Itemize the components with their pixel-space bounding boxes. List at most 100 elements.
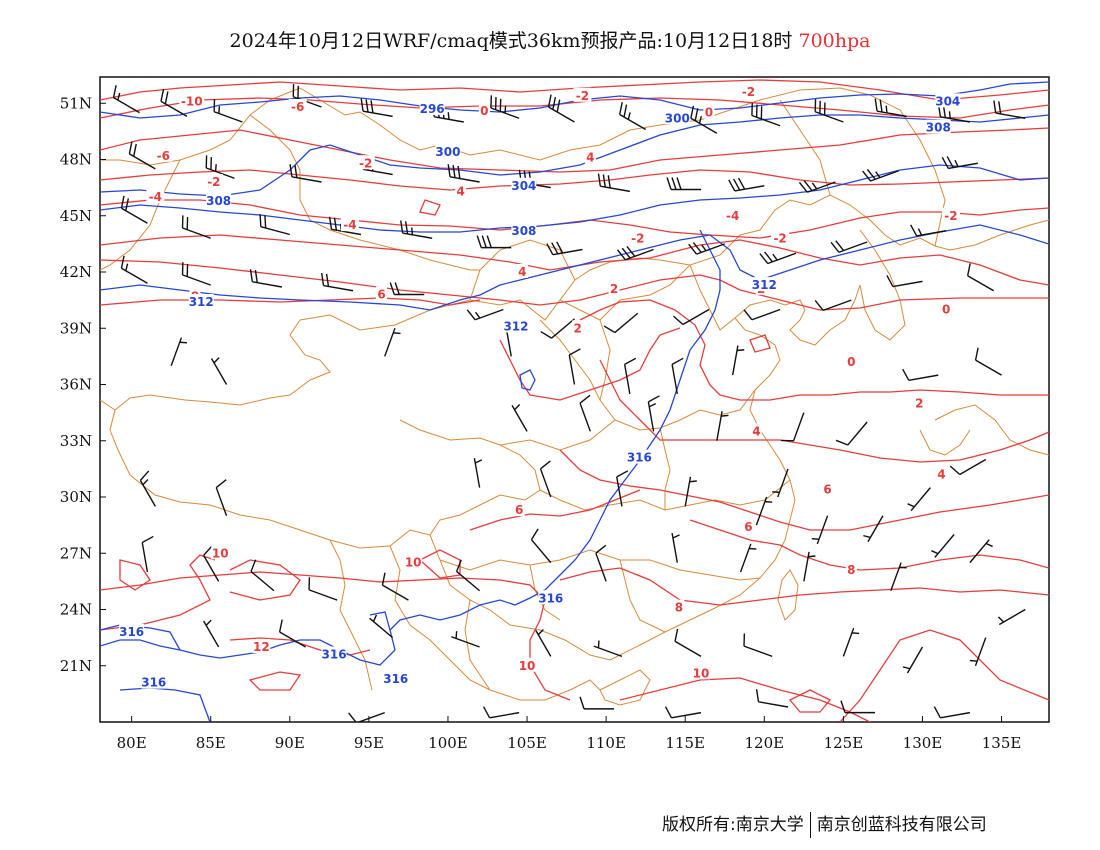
contour-label-bg (692, 665, 711, 680)
barb-staff (671, 364, 678, 394)
barb-full-feather (215, 479, 227, 489)
contour-label-bg (383, 670, 409, 685)
contour-label-bg (608, 280, 620, 295)
barb-full-feather (728, 179, 736, 192)
barb-full-feather (688, 243, 698, 255)
wind-barb (931, 534, 955, 558)
wind-barb (910, 224, 947, 237)
temperature-label: 10 (405, 556, 422, 570)
lon-tick-label: 85E (196, 734, 226, 752)
barb-full-feather (164, 91, 169, 105)
wind-barb (716, 411, 729, 441)
lat-tick-label: 27N (60, 544, 92, 562)
temperature-label: 0 (480, 104, 488, 118)
temperature-label: 6 (744, 520, 752, 534)
temperature-label: -6 (157, 149, 170, 163)
barb-full-feather (743, 309, 753, 321)
barb-half-feather (917, 228, 923, 236)
barb-half-feather (736, 349, 745, 352)
contour-label-bg (478, 102, 490, 117)
contour-label-bg (739, 84, 758, 98)
barb-full-feather (400, 220, 404, 234)
wind-barb (993, 100, 1026, 119)
contour-label-bg (935, 466, 947, 481)
barb-full-feather (294, 165, 298, 178)
barb-half-feather (701, 244, 707, 252)
barb-full-feather (933, 706, 941, 719)
barb-staff (751, 308, 781, 321)
wind-barb (547, 94, 575, 123)
wind-barb (369, 614, 394, 639)
height-label: 300 (665, 111, 690, 125)
barb-full-feather (874, 98, 878, 112)
wind-barb (205, 155, 235, 179)
temperature-label: 6 (823, 483, 831, 497)
height-label: 312 (189, 295, 214, 309)
barb-half-feather (537, 629, 544, 636)
barb-full-feather (481, 235, 487, 248)
wind-barb (120, 195, 148, 224)
temperature-label: -2 (773, 231, 786, 245)
barb-half-feather (117, 92, 121, 101)
wind-barb (213, 99, 243, 123)
barb-staff (141, 542, 149, 573)
barb-staff (892, 280, 923, 288)
barb-full-feather (551, 242, 559, 255)
wind-barb (203, 545, 220, 582)
temperature-label: -4 (726, 209, 739, 223)
contour-label-bg (750, 423, 762, 438)
barb-half-feather (474, 311, 481, 319)
wind-barb (250, 559, 275, 592)
height-label: 316 (538, 591, 563, 605)
latitude-axis: 51N 48N 45N 42N 39N 36N 33N 30N 27N 24N 21N (60, 94, 106, 675)
barb-half-feather (214, 164, 217, 172)
barb-half-feather (218, 106, 221, 114)
barb-half-feather (142, 479, 149, 486)
barb-full-feather (764, 251, 773, 263)
wind-barb (455, 559, 481, 592)
barb-full-feather (798, 181, 808, 193)
temperature-label: -2 (576, 89, 589, 103)
barb-staff (215, 487, 228, 516)
height-label: 316 (627, 451, 652, 465)
barb-full-feather (348, 712, 357, 722)
title-level: 700hpa (798, 30, 871, 52)
contour-label-bg (146, 189, 165, 203)
barb-staff (870, 170, 899, 182)
barb-staff (356, 711, 385, 722)
lon-tick-label: 115E (665, 734, 705, 752)
barb-staff (716, 411, 723, 441)
wind-barb (568, 348, 581, 385)
barb-full-feather (803, 180, 813, 191)
contour-label-bg (664, 110, 690, 125)
barb-half-feather (372, 614, 378, 622)
temperature-label: 0 (847, 355, 855, 369)
barb-full-feather (254, 270, 258, 283)
barb-half-feather (648, 402, 657, 408)
temperature-label: 2 (573, 321, 581, 335)
barb-staff (489, 711, 520, 719)
wind-barb (597, 173, 630, 193)
barb-full-feather (616, 470, 629, 478)
barb-half-feather (474, 459, 483, 464)
barb-full-feather (902, 368, 910, 381)
barb-staff (959, 458, 987, 476)
wind-barb (969, 539, 993, 564)
temperature-label: -4 (149, 190, 162, 204)
barb-full-feather (556, 99, 561, 113)
wind-barb (941, 156, 978, 170)
wind-barb (798, 180, 836, 193)
barb-full-feather (482, 706, 491, 719)
barb-staff (616, 476, 623, 507)
barb-full-feather (862, 170, 872, 182)
temperature-label: -2 (631, 231, 644, 245)
barb-full-feather (133, 143, 137, 157)
barb-full-feather (128, 141, 133, 155)
wind-barb (249, 269, 283, 288)
barb-full-feather (676, 177, 682, 190)
barb-half-feather (808, 555, 816, 558)
temperature-label: 6 (515, 503, 523, 517)
barb-full-feather (476, 235, 482, 248)
barb-full-feather (674, 628, 679, 642)
wind-barb (466, 308, 504, 321)
